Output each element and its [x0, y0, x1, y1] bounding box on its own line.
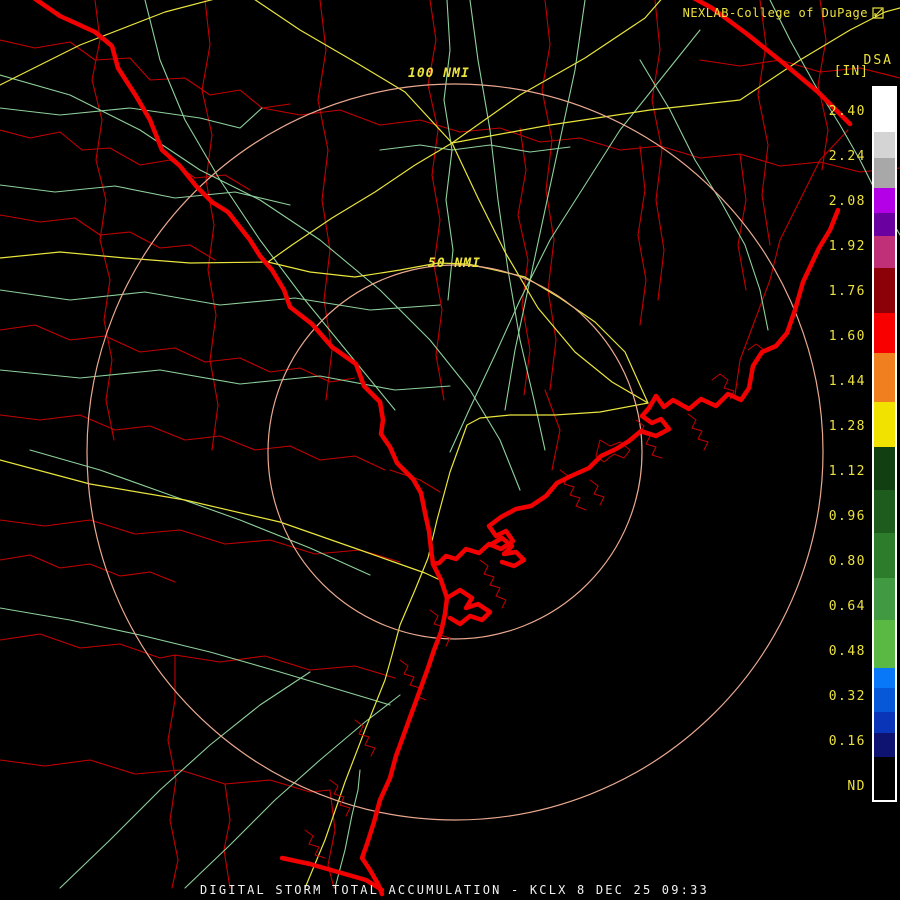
scale-value-label: 0.64 [828, 599, 866, 614]
colorbar-segment [874, 236, 895, 268]
colorbar-segment [874, 490, 895, 533]
watermark: NEXLAB-College of DuPage [683, 6, 884, 20]
status-bar: DIGITAL STORM TOTAL ACCUMULATION - KCLX … [200, 883, 709, 897]
colorbar-segment [874, 620, 895, 668]
colorbar-segments [874, 88, 895, 800]
nc-sc-border [688, 0, 850, 124]
sea-island-channel [490, 538, 524, 566]
scale-value-label: 1.76 [828, 284, 866, 299]
colorbar-segment [874, 188, 895, 213]
colorbar-segment [874, 578, 895, 620]
coastline [433, 210, 838, 564]
colorbar-segment [874, 533, 895, 578]
savannah-river-border [28, 0, 447, 894]
colorbar-segment [874, 733, 895, 757]
colorbar-segment [874, 402, 895, 447]
colorbar-segment [874, 213, 895, 236]
watermark-text: NEXLAB-College of DuPage [682, 6, 868, 20]
scale-product-label: DSA [863, 53, 893, 68]
scale-value-label: 2.24 [828, 149, 866, 164]
state-border-coastline [28, 0, 850, 894]
scale-value-label: 0.16 [828, 734, 866, 749]
scale-value-label: 2.40 [828, 104, 866, 119]
colorbar [872, 86, 897, 802]
scale-value-label: 1.28 [828, 419, 866, 434]
estuary-detail [305, 344, 764, 858]
scale-value-label: ND [847, 779, 866, 794]
scale-value-label: 0.80 [828, 554, 866, 569]
scale-value-label: 1.92 [828, 239, 866, 254]
scale-value-label: 1.44 [828, 374, 866, 389]
colorbar-segment [874, 158, 895, 188]
colorbar-segment [874, 353, 895, 402]
scale-value-label: 1.60 [828, 329, 866, 344]
colorbar-segment [874, 132, 895, 158]
scale-value-label: 1.12 [828, 464, 866, 479]
colorbar-segment [874, 313, 895, 353]
scale-value-label: 0.32 [828, 689, 866, 704]
range-ring-50nmi [268, 265, 642, 639]
scale-value-label: 2.08 [828, 194, 866, 209]
colorbar-segment [874, 268, 895, 313]
colorbar-segment [874, 757, 895, 800]
range-ring-100nmi [87, 84, 823, 820]
colorbar-segment [874, 88, 895, 132]
range-rings [87, 84, 823, 820]
savannah-estuary [282, 858, 382, 890]
scale-value-label: 0.96 [828, 509, 866, 524]
sea-island-channel [447, 590, 490, 624]
scale-units-label: [IN] [833, 64, 869, 79]
colorbar-segment [874, 712, 895, 733]
colorbar-segment [874, 447, 895, 490]
colorbar-segment [874, 668, 895, 688]
ring-label-100nmi: 100 NMI [408, 66, 470, 81]
colorbar-segment [874, 688, 895, 712]
ring-label-50nmi: 50 NMI [428, 256, 481, 271]
boxed-r-icon [872, 7, 884, 19]
scale-value-label: 0.48 [828, 644, 866, 659]
